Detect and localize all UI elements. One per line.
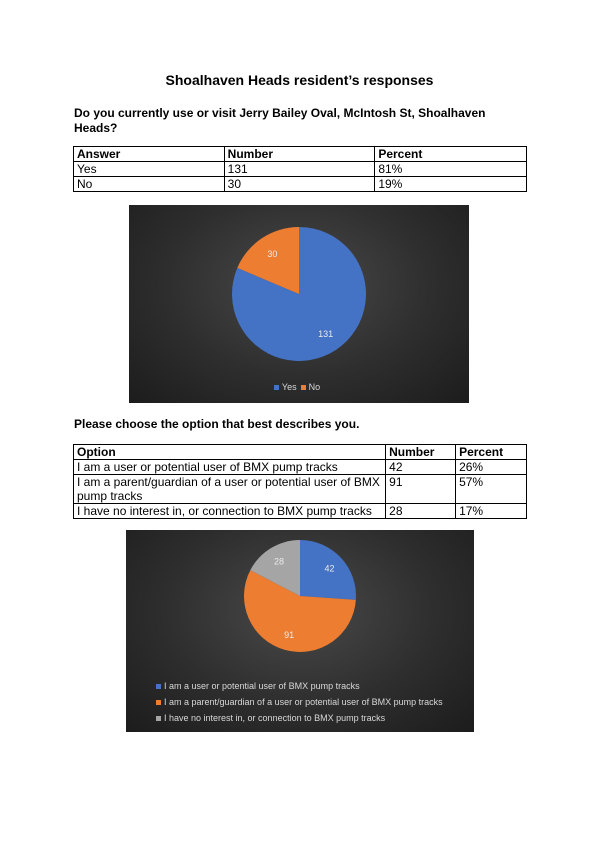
legend-label: No: [308, 382, 321, 392]
table-cell: 19%: [374, 176, 527, 192]
legend-item: I am a parent/guardian of a user or pote…: [156, 694, 443, 710]
chart-legend: I am a user or potential user of BMX pum…: [156, 678, 443, 726]
table-cell: 91: [385, 474, 457, 504]
table-cell: 81%: [374, 161, 527, 177]
legend-label: I have no interest in, or connection to …: [164, 713, 386, 723]
table-cell: 57%: [455, 474, 527, 504]
pie-chart-1: 131 30 Yes No: [129, 205, 469, 403]
legend-item: Yes: [273, 382, 297, 392]
legend-swatch: [156, 716, 161, 722]
legend-item: I am a user or potential user of BMX pum…: [156, 678, 443, 694]
legend-label: Yes: [281, 382, 297, 392]
table-cell: 131: [223, 161, 376, 177]
legend-swatch: [300, 385, 306, 391]
table-cell: 28: [385, 503, 457, 519]
table-cell: I am a parent/guardian of a user or pote…: [72, 474, 387, 504]
table-cell: I am a user or potential user of BMX pum…: [72, 459, 387, 475]
table-cell: 17%: [455, 503, 527, 519]
legend-item: No: [300, 382, 321, 392]
column-header: Percent: [455, 444, 527, 460]
legend-label: I am a user or potential user of BMX pum…: [164, 681, 360, 691]
pie-chart-2-svg: 42 91 28: [244, 540, 356, 653]
table-cell: 26%: [455, 459, 527, 475]
column-header: Number: [385, 444, 457, 460]
q1-table: Answer Number Percent Yes 131 81% No 30 …: [73, 146, 527, 192]
pie-slice-0: [300, 540, 356, 600]
table-cell: 30: [223, 176, 376, 192]
pie-chart-1-svg: 131 30: [232, 227, 366, 361]
table-row: Yes 131 81%: [73, 161, 527, 177]
table-cell: I have no interest in, or connection to …: [72, 503, 387, 519]
table-row: I am a user or potential user of BMX pum…: [72, 459, 527, 475]
table-row: No 30 19%: [73, 176, 527, 192]
table-cell: Yes: [73, 161, 225, 177]
legend-label: I am a parent/guardian of a user or pote…: [164, 697, 443, 707]
legend-swatch: [156, 700, 161, 706]
q2-table: Option Number Percent I am a user or pot…: [72, 444, 527, 519]
data-label-2: 28: [274, 557, 284, 567]
column-header: Option: [72, 444, 387, 460]
data-label-1: 30: [267, 249, 277, 259]
page-title: Shoalhaven Heads resident’s responses: [165, 72, 434, 88]
column-header: Percent: [374, 146, 527, 162]
data-label-0: 131: [318, 329, 333, 339]
column-header: Answer: [73, 146, 225, 162]
question-1: Do you currently use or visit Jerry Bail…: [74, 106, 486, 135]
data-label-1: 91: [284, 630, 294, 640]
legend-swatch: [273, 385, 279, 391]
table-cell: 42: [385, 459, 457, 475]
column-header: Number: [223, 146, 376, 162]
pie-slice-1: [237, 227, 299, 294]
question-2: Please choose the option that best descr…: [74, 417, 360, 431]
table-row: I have no interest in, or connection to …: [72, 503, 527, 519]
table-header-row: Answer Number Percent: [73, 146, 527, 162]
table-header-row: Option Number Percent: [72, 444, 527, 460]
pie-chart-2: 42 91 28 I am a user or potential user of …: [126, 530, 474, 732]
chart-legend: Yes No: [129, 382, 469, 392]
pie-slice-2: [250, 540, 300, 596]
data-label-0: 42: [324, 563, 334, 573]
legend-swatch: [156, 684, 161, 690]
table-row: I am a parent/guardian of a user or pote…: [72, 474, 527, 504]
pie-slice-1: [244, 570, 356, 653]
legend-item: I have no interest in, or connection to …: [156, 710, 443, 726]
table-cell: No: [73, 176, 225, 192]
